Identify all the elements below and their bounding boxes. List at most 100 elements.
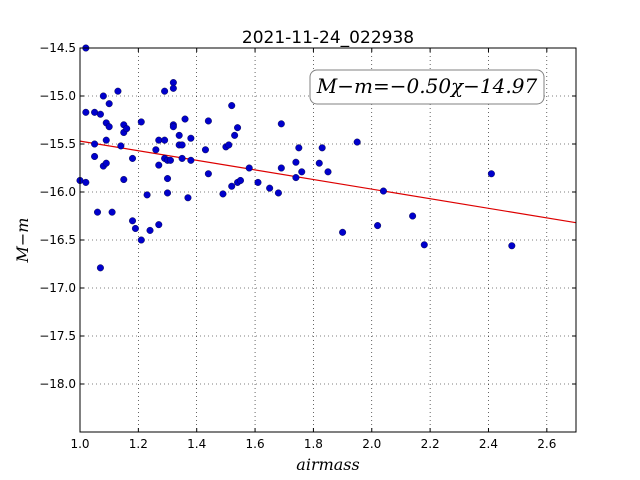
data-point — [219, 190, 227, 198]
data-point — [339, 228, 347, 236]
data-point — [166, 156, 174, 164]
data-point — [277, 120, 285, 128]
data-point — [117, 142, 125, 150]
data-point — [164, 175, 172, 183]
data-point — [420, 241, 428, 249]
data-point — [236, 176, 244, 184]
data-point — [175, 131, 183, 139]
fit-annotation: M−m=−0.50χ−14.97 — [309, 69, 545, 105]
data-point — [228, 102, 236, 110]
x-tick-labels: 1.0 1.2 1.4 1.6 1.8 2.0 2.2 2.4 2.6 — [70, 437, 556, 451]
data-point — [155, 221, 163, 229]
data-point — [91, 140, 99, 148]
data-point — [184, 194, 192, 202]
data-point — [181, 115, 189, 123]
data-point — [245, 164, 253, 172]
data-point — [178, 141, 186, 149]
data-point — [114, 87, 122, 95]
points-group — [76, 44, 516, 272]
data-point — [96, 110, 104, 118]
annotation-text: M−m=−0.50χ−14.97 — [316, 74, 538, 98]
data-point — [324, 168, 332, 176]
data-point — [225, 141, 233, 149]
data-point — [99, 92, 107, 100]
y-tick-label: −17.0 — [39, 281, 76, 295]
data-point — [353, 138, 361, 146]
x-axis-label: airmass — [296, 455, 359, 474]
x-tick-label: 1.8 — [304, 437, 323, 451]
y-tick-label: −15.0 — [39, 89, 76, 103]
data-point — [96, 264, 104, 272]
data-point — [161, 87, 169, 95]
data-point — [187, 134, 195, 142]
data-point — [102, 136, 110, 144]
data-point — [94, 208, 102, 216]
data-point — [234, 124, 242, 132]
data-point — [105, 100, 113, 108]
data-point — [295, 144, 303, 152]
data-point — [298, 168, 306, 176]
data-point — [146, 226, 154, 234]
data-point — [178, 154, 186, 162]
data-point — [318, 144, 326, 152]
data-point — [108, 208, 116, 216]
data-point — [204, 170, 212, 178]
data-point — [169, 84, 177, 92]
data-point — [187, 156, 195, 164]
y-tick-label: −18.0 — [39, 377, 76, 391]
fit-line-group — [79, 140, 577, 224]
data-point — [161, 136, 169, 144]
annotation-box — [309, 69, 545, 105]
data-point — [379, 187, 387, 195]
data-point — [228, 182, 236, 190]
y-tick-label: −17.5 — [39, 329, 76, 343]
data-point — [129, 154, 137, 162]
data-point — [315, 159, 323, 167]
data-point — [508, 242, 516, 250]
data-point — [82, 178, 90, 186]
y-tick-label: −16.5 — [39, 233, 76, 247]
data-point — [374, 222, 382, 230]
y-tick-label: −15.5 — [39, 137, 76, 151]
x-tick-label: 2.6 — [537, 437, 556, 451]
x-tick-label: 1.6 — [246, 437, 265, 451]
x-tick-label: 1.2 — [129, 437, 148, 451]
data-point — [201, 146, 209, 154]
x-tick-label: 1.0 — [70, 437, 89, 451]
data-point — [274, 189, 282, 197]
data-point — [137, 236, 145, 244]
data-point — [91, 152, 99, 160]
chart-title: 2021-11-24_022938 — [242, 28, 414, 48]
x-tick-label: 2.2 — [421, 437, 440, 451]
data-point — [231, 131, 239, 139]
data-point — [254, 178, 262, 186]
y-tick-labels: −14.5 −15.0 −15.5 −16.0 −16.5 −17.0 −17.5 −18.0 — [39, 41, 76, 391]
ticks-group — [79, 47, 576, 432]
x-tick-label: 2.0 — [362, 437, 381, 451]
data-point — [409, 212, 417, 220]
x-tick-label: 2.4 — [479, 437, 498, 451]
fit-line — [79, 140, 577, 224]
data-point — [266, 184, 274, 192]
data-point — [91, 108, 99, 116]
data-point — [292, 174, 300, 182]
data-point — [487, 170, 495, 178]
data-point — [155, 161, 163, 169]
y-axis-label: M−m — [13, 218, 32, 264]
data-point — [129, 217, 137, 225]
data-point — [155, 136, 163, 144]
data-point — [277, 164, 285, 172]
data-point — [169, 123, 177, 131]
y-tick-label: −16.0 — [39, 185, 76, 199]
data-point — [292, 158, 300, 166]
data-point — [164, 189, 172, 197]
data-point — [204, 117, 212, 125]
data-point — [143, 191, 151, 199]
data-point — [152, 146, 160, 154]
y-tick-label: −14.5 — [39, 41, 76, 55]
data-point — [120, 176, 128, 184]
data-point — [137, 118, 145, 126]
x-tick-label: 1.4 — [187, 437, 206, 451]
data-point — [105, 123, 113, 131]
